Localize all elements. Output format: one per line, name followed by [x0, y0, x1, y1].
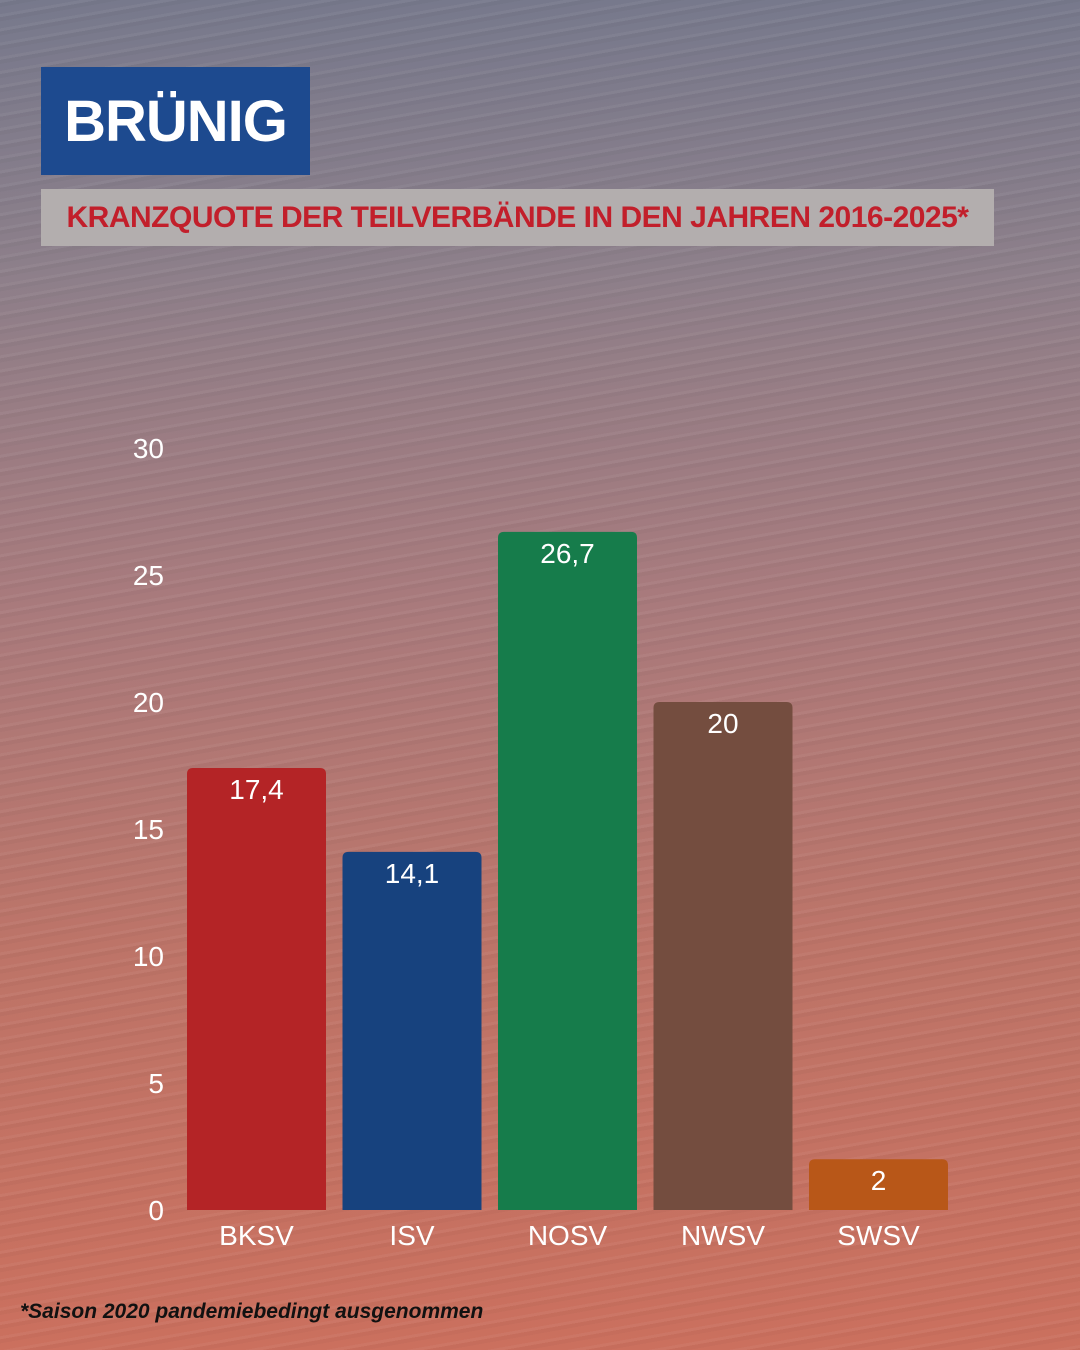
y-tick-label: 0: [148, 1195, 164, 1226]
y-tick-label: 15: [133, 814, 164, 845]
bar-isv: [342, 851, 482, 1210]
data-label: 14,1: [385, 858, 440, 889]
data-label: 2: [871, 1165, 887, 1196]
x-tick-label: SWSV: [837, 1220, 920, 1251]
x-tick-label: ISV: [389, 1220, 434, 1251]
title-box: BRÜNIG: [41, 67, 310, 175]
chart-subtitle: KRANZQUOTE DER TEILVERBÄNDE IN DEN JAHRE…: [66, 200, 969, 234]
x-tick-label: NOSV: [528, 1220, 608, 1251]
data-label: 26,7: [540, 538, 595, 569]
bar-nwsv: [653, 702, 793, 1210]
bar-swsv: [809, 1159, 948, 1210]
footnote: *Saison 2020 pandemiebedingt ausgenommen: [20, 1300, 484, 1323]
y-tick-label: 20: [133, 687, 164, 718]
y-tick-label: 25: [133, 560, 164, 591]
y-tick-label: 10: [133, 941, 164, 972]
y-tick-label: 30: [133, 433, 164, 464]
bar-nosv: [498, 531, 637, 1210]
y-tick-label: 5: [148, 1068, 164, 1099]
bar-bksv: [187, 768, 326, 1210]
page-title: BRÜNIG: [64, 88, 288, 154]
data-label: 17,4: [229, 774, 284, 805]
data-label: 20: [707, 708, 738, 739]
x-tick-label: BKSV: [219, 1220, 294, 1251]
x-tick-label: NWSV: [681, 1220, 765, 1251]
subtitle-box: KRANZQUOTE DER TEILVERBÄNDE IN DEN JAHRE…: [41, 189, 994, 246]
